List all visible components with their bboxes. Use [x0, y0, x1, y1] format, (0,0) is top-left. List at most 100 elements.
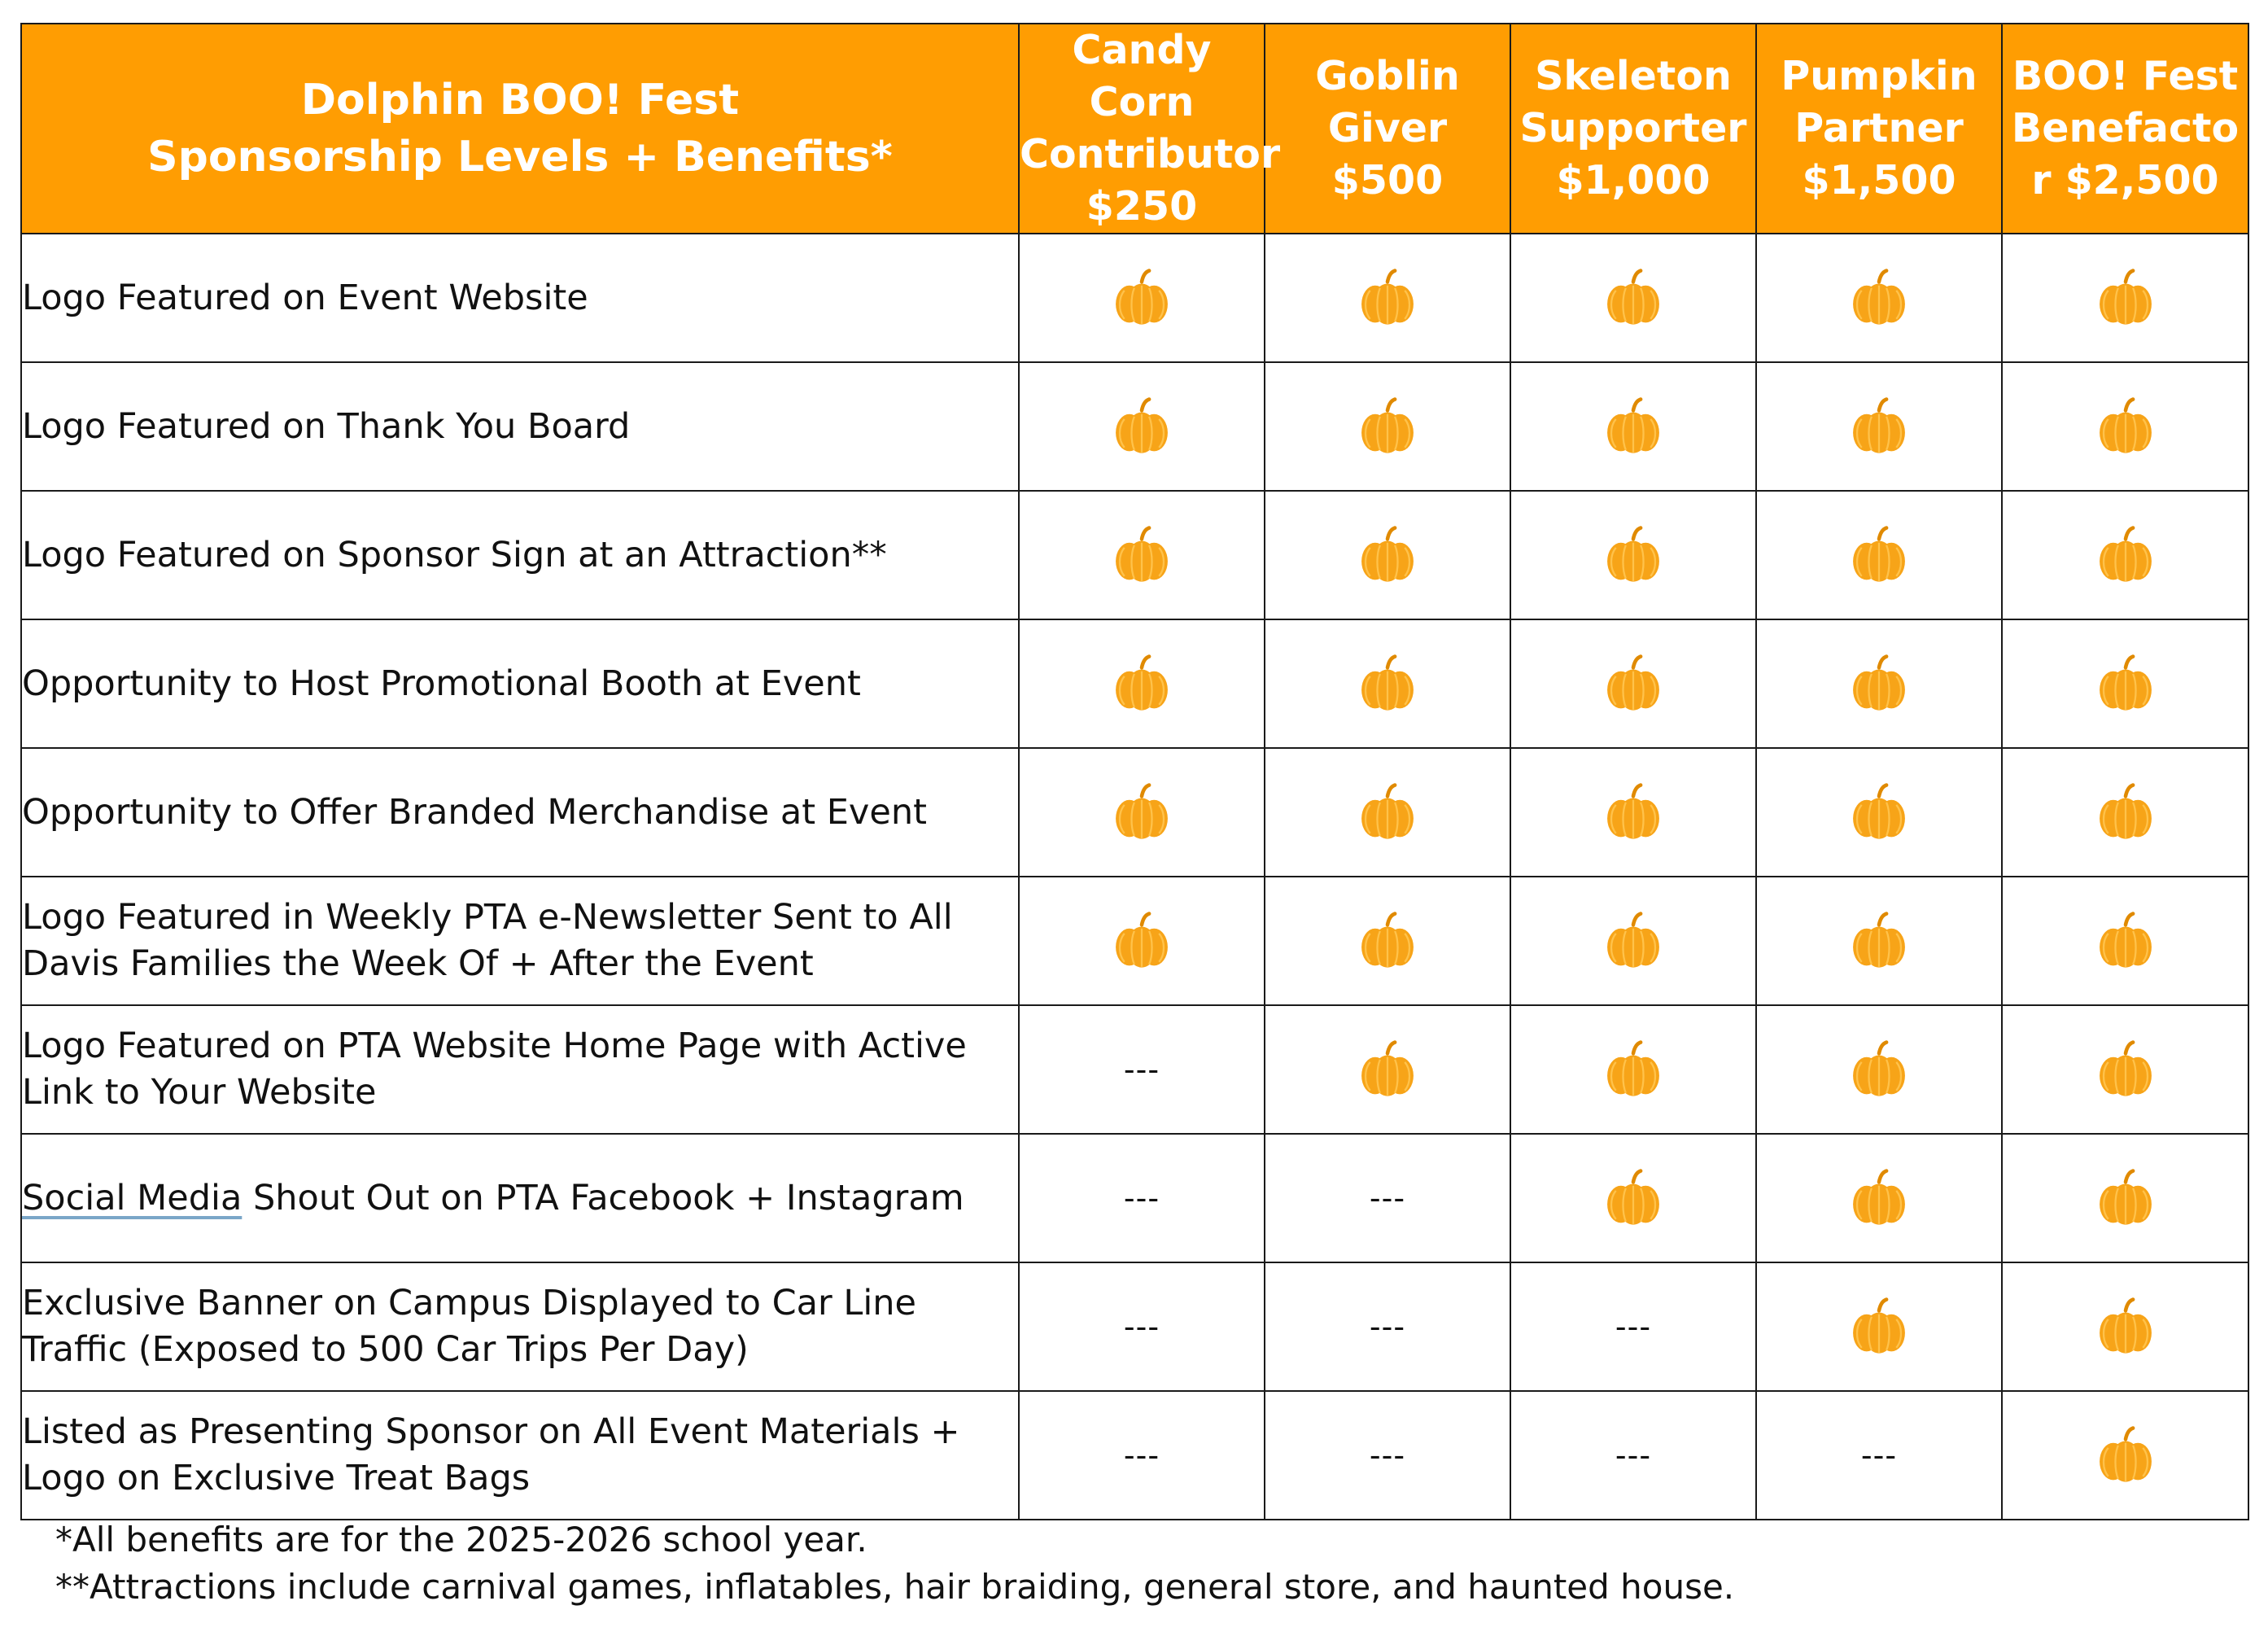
benefit-included-cell [2001, 747, 2249, 877]
pumpkin-icon [1111, 396, 1173, 457]
pumpkin-icon [2095, 910, 2157, 972]
pumpkin-icon [1357, 1039, 1418, 1100]
level-price: $500 [1331, 157, 1444, 203]
pumpkin-icon [1357, 524, 1418, 586]
pumpkin-icon [1602, 910, 1664, 972]
table-title-line2: Sponsorship Levels + Benefits* [147, 133, 893, 182]
pumpkin-icon [1848, 1039, 1910, 1100]
level-name-line1: Candy Corn [1072, 27, 1212, 125]
benefit-not-included-cell: --- [1018, 1133, 1265, 1263]
benefit-included-cell [2001, 876, 2249, 1006]
level-name-line1: Skeleton [1535, 53, 1732, 99]
pumpkin-icon [1848, 653, 1910, 715]
table-title-line1: Dolphin BOO! Fest [300, 76, 740, 125]
table-row: Opportunity to Host Promotional Booth at… [20, 619, 2249, 749]
benefit-not-included-cell: --- [1264, 1390, 1511, 1520]
pumpkin-icon [1848, 910, 1910, 972]
benefit-label: Opportunity to Host Promotional Booth at… [20, 619, 1020, 749]
benefit-included-cell [1264, 490, 1511, 620]
sponsorship-table: Dolphin BOO! Fest Sponsorship Levels + B… [20, 23, 2249, 1520]
benefit-label: Opportunity to Offer Branded Merchandise… [20, 747, 1020, 877]
benefit-rows: Logo Featured on Event Website Logo Featu… [20, 233, 2249, 1520]
pumpkin-icon [2095, 1167, 2157, 1229]
level-price: $1,000 [1556, 157, 1711, 203]
benefit-included-cell [1018, 233, 1265, 363]
not-included-dash: --- [1860, 1437, 1898, 1473]
pumpkin-icon [2095, 396, 2157, 457]
benefit-included-cell [1510, 233, 1757, 363]
pumpkin-icon [1602, 524, 1664, 586]
pumpkin-icon [2095, 781, 2157, 843]
table-row: Logo Featured on PTA Website Home Page w… [20, 1004, 2249, 1135]
level-name-line2: Giver [1327, 105, 1448, 151]
level-name-line1: Goblin [1315, 53, 1460, 99]
benefit-included-cell [1510, 1133, 1757, 1263]
benefit-included-cell [1018, 490, 1265, 620]
benefit-included-cell [1755, 619, 2003, 749]
not-included-dash: --- [1369, 1437, 1406, 1473]
benefit-label-underlined: Social Media [22, 1177, 243, 1218]
pumpkin-icon [1848, 1296, 1910, 1358]
pumpkin-icon [2095, 267, 2157, 329]
benefit-label-text: Shout Out on PTA Facebook + Instagram [242, 1177, 964, 1218]
level-header: Pumpkin Partner $1,500 [1755, 23, 2003, 234]
level-price: $250 [1086, 183, 1198, 230]
benefit-included-cell [1264, 619, 1511, 749]
level-price: $1,500 [1802, 157, 1956, 203]
table-row: Logo Featured on Thank You Board [20, 361, 2249, 492]
benefit-label: Logo Featured on Thank You Board [20, 361, 1020, 492]
benefit-included-cell [2001, 1390, 2249, 1520]
footnotes: *All benefits are for the 2025-2026 scho… [55, 1516, 1734, 1611]
not-included-dash: --- [1615, 1309, 1652, 1345]
benefit-included-cell [1018, 361, 1265, 492]
pumpkin-icon [2095, 1296, 2157, 1358]
pumpkin-icon [2095, 1039, 2157, 1100]
benefit-label: Social Media Shout Out on PTA Facebook +… [20, 1133, 1020, 1263]
level-name-line1: BOO! Fest [2012, 53, 2239, 99]
not-included-dash: --- [1123, 1437, 1160, 1473]
benefit-label: Logo Featured in Weekly PTA e-Newsletter… [20, 876, 1020, 1006]
benefit-included-cell [1264, 747, 1511, 877]
level-header: Goblin Giver $500 [1264, 23, 1511, 234]
benefit-included-cell [1264, 876, 1511, 1006]
benefit-included-cell [1264, 361, 1511, 492]
benefit-included-cell [1510, 1004, 1757, 1135]
benefit-label-text: Logo Featured in Weekly PTA e-Newsletter… [22, 897, 953, 984]
not-included-dash: --- [1123, 1052, 1160, 1087]
benefit-included-cell [2001, 233, 2249, 363]
benefit-included-cell [1018, 747, 1265, 877]
table-row: Exclusive Banner on Campus Displayed to … [20, 1262, 2249, 1392]
pumpkin-icon [2095, 524, 2157, 586]
pumpkin-icon [1357, 653, 1418, 715]
pumpkin-icon [1602, 1167, 1664, 1229]
table-row: Logo Featured in Weekly PTA e-Newsletter… [20, 876, 2249, 1006]
pumpkin-icon [1111, 781, 1173, 843]
header-row: Dolphin BOO! Fest Sponsorship Levels + B… [20, 23, 2249, 234]
benefit-included-cell [1755, 1262, 2003, 1392]
not-included-dash: --- [1123, 1180, 1160, 1216]
benefit-not-included-cell: --- [1755, 1390, 2003, 1520]
pumpkin-icon [2095, 1424, 2157, 1486]
benefit-included-cell [2001, 1004, 2249, 1135]
benefit-label-text: Listed as Presenting Sponsor on All Even… [22, 1411, 960, 1498]
pumpkin-icon [2095, 653, 2157, 715]
level-header: Candy Corn Contributor $250 [1018, 23, 1280, 234]
pumpkin-icon [1357, 267, 1418, 329]
table-row: Logo Featured on Sponsor Sign at an Attr… [20, 490, 2249, 620]
not-included-dash: --- [1369, 1309, 1406, 1345]
pumpkin-icon [1111, 267, 1173, 329]
benefit-included-cell [1755, 1133, 2003, 1263]
benefit-included-cell [1755, 361, 2003, 492]
level-header: BOO! Fest Benefacto r $2,500 [2001, 23, 2249, 234]
benefit-label: Exclusive Banner on Campus Displayed to … [20, 1262, 1020, 1392]
benefit-included-cell [1755, 1004, 2003, 1135]
not-included-dash: --- [1123, 1309, 1160, 1345]
benefit-label-text: Exclusive Banner on Campus Displayed to … [22, 1283, 916, 1370]
level-name-line2: Benefacto [2011, 105, 2240, 151]
benefit-included-cell [1018, 619, 1265, 749]
benefit-not-included-cell: --- [1510, 1390, 1757, 1520]
pumpkin-icon [1848, 1167, 1910, 1229]
not-included-dash: --- [1369, 1180, 1406, 1216]
level-header: Skeleton Supporter $1,000 [1510, 23, 1757, 234]
benefit-included-cell [1755, 747, 2003, 877]
